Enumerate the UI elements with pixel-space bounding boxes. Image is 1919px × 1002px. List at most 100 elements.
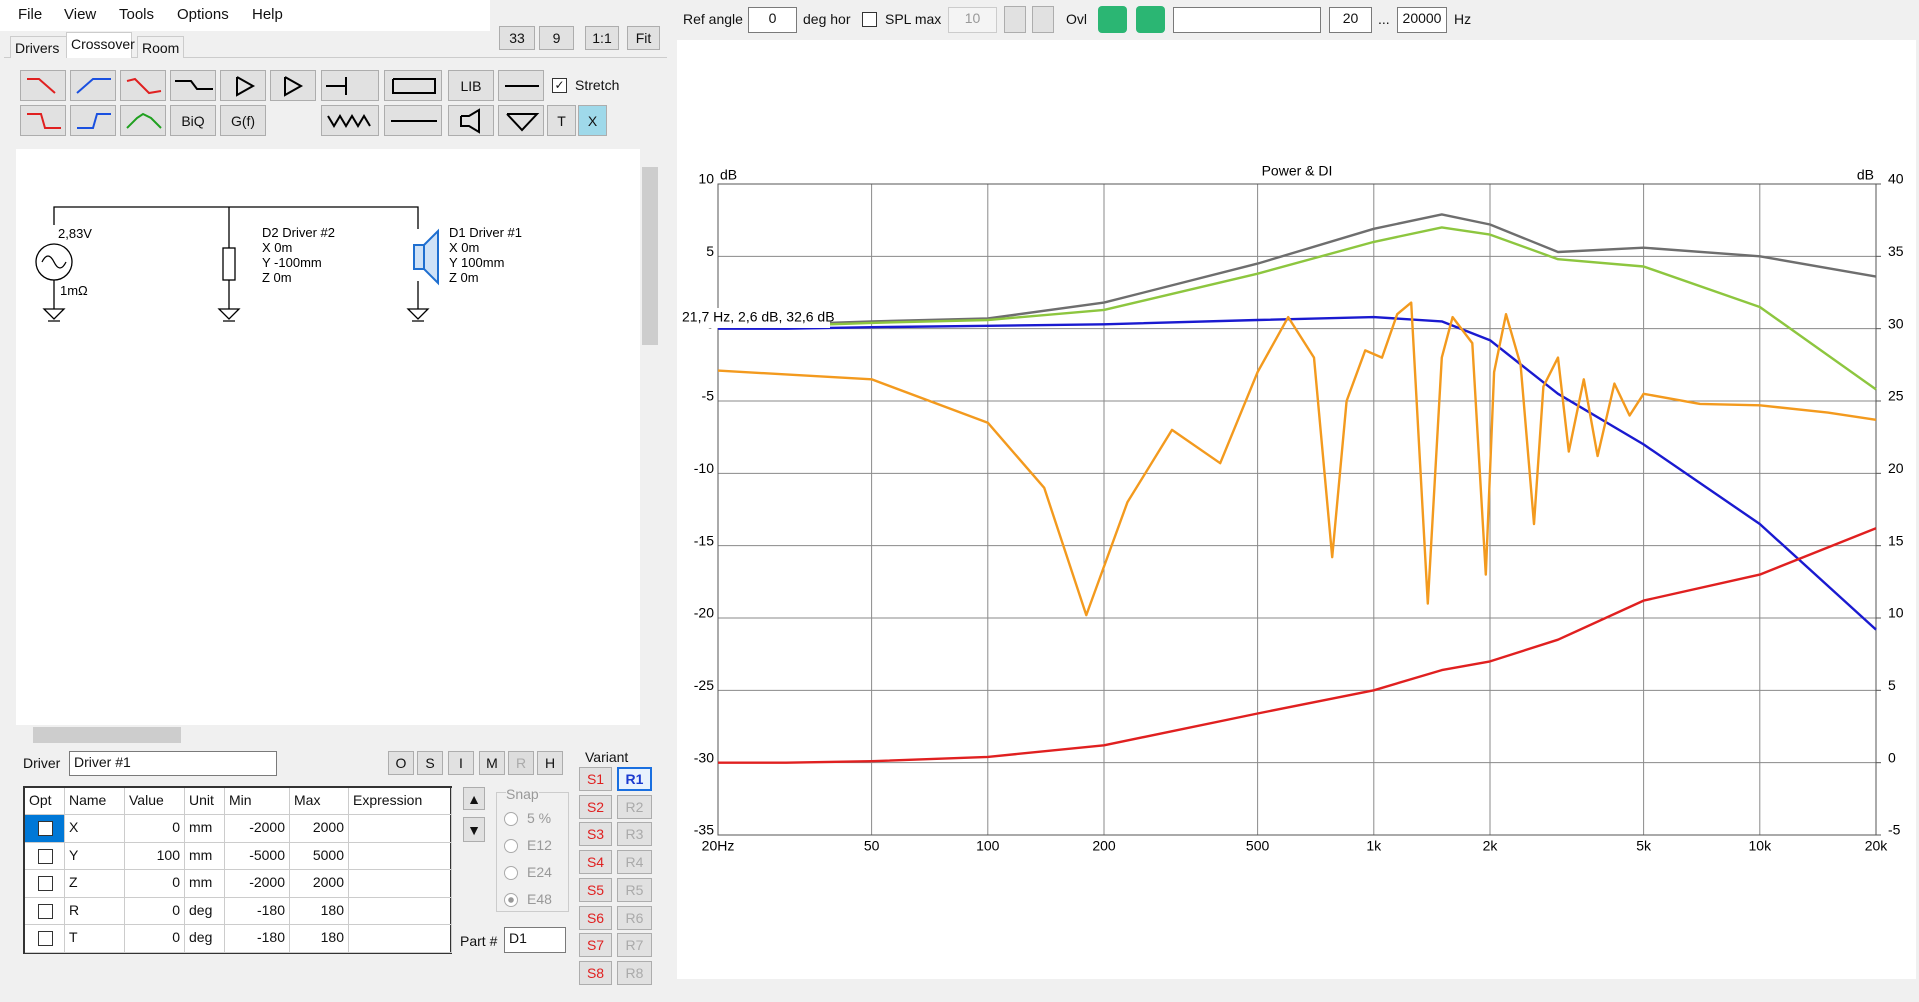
toolbar-button[interactable] bbox=[120, 70, 166, 101]
toolbar-button[interactable] bbox=[321, 105, 379, 136]
table-cell[interactable]: mm bbox=[185, 842, 225, 870]
checkbox[interactable] bbox=[38, 903, 53, 919]
driver-button[interactable]: H bbox=[537, 751, 563, 775]
table-cell[interactable]: deg bbox=[185, 925, 225, 953]
add-button[interactable] bbox=[1098, 6, 1127, 33]
table-cell[interactable]: -180 bbox=[225, 897, 290, 925]
menu-item[interactable]: Options bbox=[177, 6, 229, 23]
table-cell[interactable]: X bbox=[65, 815, 125, 843]
table-cell[interactable]: 0 bbox=[125, 897, 185, 925]
checkbox[interactable] bbox=[38, 931, 53, 946]
menu-item[interactable]: File bbox=[18, 6, 43, 23]
variant-s-button[interactable]: S5 bbox=[579, 877, 612, 902]
variant-r-button[interactable]: R8 bbox=[617, 960, 652, 985]
toolbar-button[interactable] bbox=[20, 70, 66, 101]
table-cell[interactable]: mm bbox=[185, 870, 225, 898]
scroll-thumb[interactable] bbox=[642, 167, 658, 345]
variant-s-button[interactable]: S8 bbox=[579, 960, 612, 985]
toolbar-button[interactable] bbox=[498, 70, 544, 101]
table-cell[interactable]: 0 bbox=[125, 870, 185, 898]
toolbar-button[interactable] bbox=[20, 105, 66, 136]
view-button[interactable]: 33 bbox=[499, 26, 535, 50]
move-down-button[interactable]: ▼ bbox=[463, 817, 485, 842]
toolbar-button[interactable] bbox=[498, 105, 544, 136]
toolbar-button[interactable] bbox=[70, 70, 116, 101]
toolbar-button[interactable]: BiQ bbox=[170, 105, 216, 136]
toolbar-button[interactable] bbox=[220, 70, 266, 101]
variant-r-button[interactable]: R2 bbox=[617, 794, 652, 819]
toolbar-button[interactable] bbox=[384, 70, 442, 101]
checkbox[interactable] bbox=[38, 821, 53, 836]
toolbar-button[interactable] bbox=[70, 105, 116, 136]
checkbox[interactable] bbox=[862, 12, 877, 27]
table-cell[interactable]: T bbox=[65, 925, 125, 953]
table-cell[interactable]: 5000 bbox=[290, 842, 349, 870]
tab[interactable]: Drivers bbox=[10, 36, 69, 58]
spl-max-input[interactable]: 10 bbox=[948, 7, 997, 33]
toolbar-button[interactable]: G(f) bbox=[220, 105, 266, 136]
table-cell[interactable]: -5000 bbox=[225, 842, 290, 870]
spin-button[interactable] bbox=[1004, 6, 1026, 33]
table-cell[interactable]: R bbox=[65, 897, 125, 925]
variant-s-button[interactable]: S1 bbox=[579, 767, 612, 791]
view-button[interactable]: Fit bbox=[627, 26, 660, 50]
scroll-thumb[interactable] bbox=[33, 727, 181, 743]
variant-r-button[interactable]: R1 bbox=[617, 767, 652, 791]
table-cell[interactable]: 180 bbox=[290, 897, 349, 925]
toolbar-button[interactable]: X bbox=[578, 105, 607, 136]
table-cell[interactable]: 2000 bbox=[290, 870, 349, 898]
driver-button[interactable]: R bbox=[508, 751, 534, 775]
table-cell[interactable]: 0 bbox=[125, 815, 185, 843]
overlay-input[interactable] bbox=[1173, 7, 1321, 33]
driver-button[interactable]: O bbox=[388, 751, 414, 775]
variant-r-button[interactable]: R4 bbox=[617, 850, 652, 875]
checkbox[interactable] bbox=[38, 848, 53, 864]
variant-r-button[interactable]: R5 bbox=[617, 877, 652, 902]
move-up-button[interactable]: ▲ bbox=[463, 787, 485, 810]
view-button[interactable]: 1:1 bbox=[585, 26, 619, 50]
freq-max-input[interactable]: 20000 bbox=[1397, 7, 1447, 33]
remove-button[interactable] bbox=[1136, 6, 1165, 33]
table-cell[interactable]: -2000 bbox=[225, 870, 290, 898]
variant-s-button[interactable]: S4 bbox=[579, 850, 612, 875]
driver-button[interactable]: S bbox=[417, 751, 443, 775]
view-button[interactable]: 9 bbox=[539, 26, 574, 50]
toolbar-button[interactable] bbox=[270, 70, 316, 101]
radio[interactable] bbox=[504, 839, 518, 853]
radio[interactable] bbox=[504, 893, 518, 907]
toolbar-button[interactable] bbox=[170, 70, 216, 101]
checkbox[interactable] bbox=[38, 876, 53, 891]
vertical-scrollbar[interactable] bbox=[640, 149, 660, 725]
table-cell[interactable]: Z bbox=[65, 870, 125, 898]
variant-s-button[interactable]: S2 bbox=[579, 794, 612, 819]
toolbar-button[interactable] bbox=[120, 105, 166, 136]
table-cell[interactable]: 0 bbox=[125, 925, 185, 953]
menu-item[interactable]: View bbox=[64, 6, 97, 23]
tab[interactable]: Crossover bbox=[66, 32, 135, 58]
toolbar-button[interactable] bbox=[321, 70, 379, 101]
table-cell[interactable]: Y bbox=[65, 842, 125, 870]
table-cell[interactable]: -180 bbox=[225, 925, 290, 953]
table-cell[interactable]: -2000 bbox=[225, 815, 290, 843]
radio[interactable] bbox=[504, 866, 518, 880]
table-cell[interactable]: mm bbox=[185, 815, 225, 843]
radio[interactable] bbox=[504, 812, 518, 826]
ref-angle-input[interactable]: 0 bbox=[748, 7, 797, 33]
tab[interactable]: Room bbox=[137, 36, 184, 58]
horizontal-scrollbar[interactable] bbox=[16, 725, 640, 745]
table-cell[interactable]: 180 bbox=[290, 925, 349, 953]
variant-r-button[interactable]: R3 bbox=[617, 822, 652, 847]
table-cell[interactable]: deg bbox=[185, 897, 225, 925]
menu-item[interactable]: Help bbox=[252, 6, 283, 23]
toolbar-button[interactable]: T bbox=[547, 105, 576, 136]
menu-item[interactable]: Tools bbox=[119, 6, 155, 23]
driver-button[interactable]: I bbox=[448, 751, 474, 775]
variant-s-button[interactable]: S7 bbox=[579, 933, 612, 958]
driver-select[interactable]: Driver #1 bbox=[69, 751, 277, 776]
part-input[interactable]: D1 bbox=[504, 927, 566, 953]
toolbar-button[interactable] bbox=[384, 105, 442, 136]
spin-button[interactable] bbox=[1032, 6, 1054, 33]
checkbox[interactable]: ✓ bbox=[552, 78, 567, 93]
variant-r-button[interactable]: R6 bbox=[617, 905, 652, 930]
variant-s-button[interactable]: S6 bbox=[579, 905, 612, 930]
